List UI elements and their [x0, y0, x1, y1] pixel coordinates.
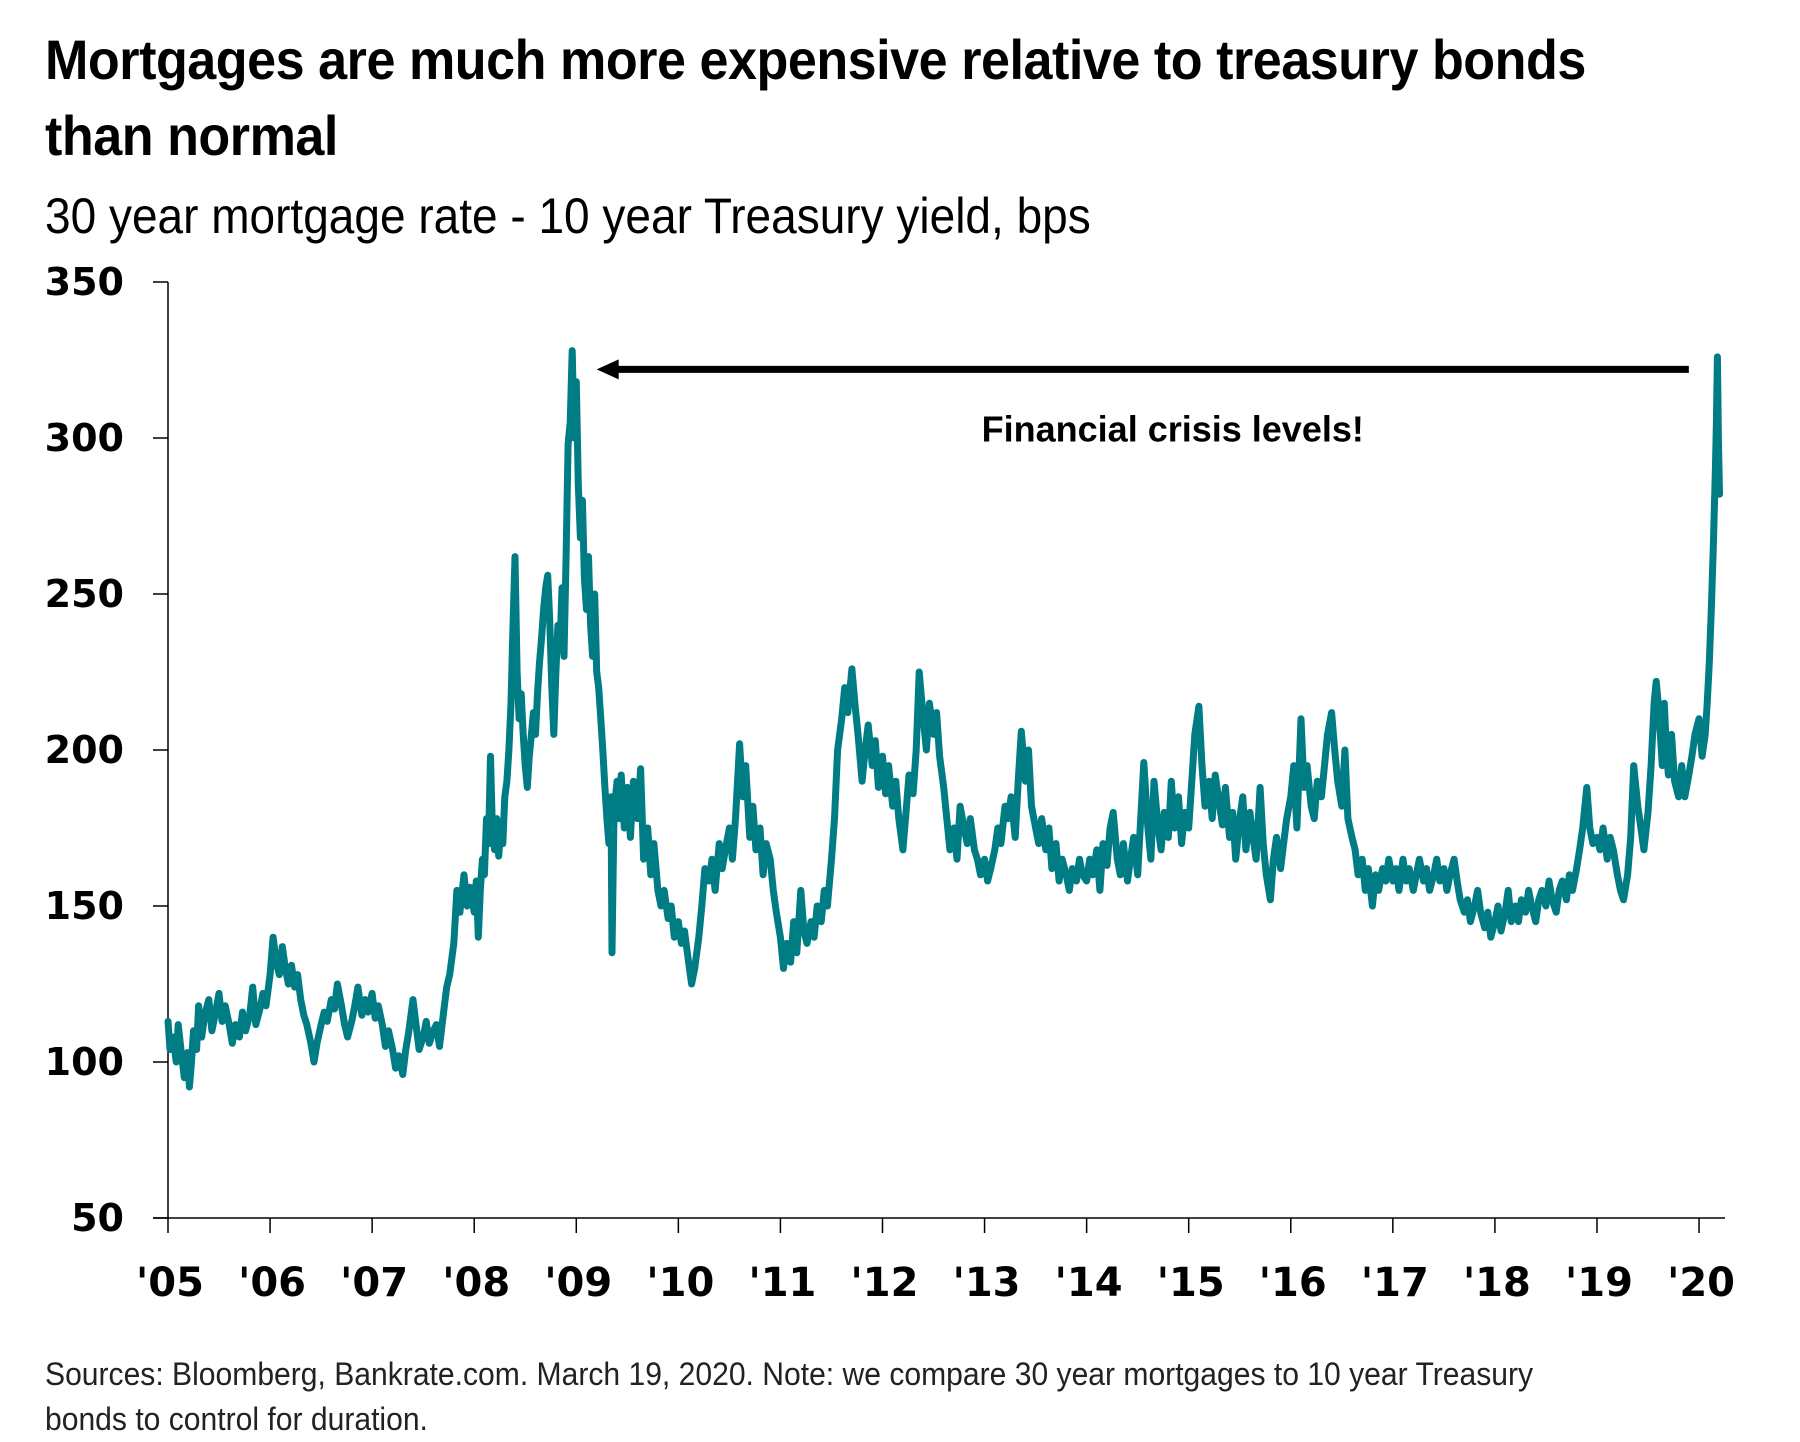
x-tick-label: '12: [851, 1260, 919, 1306]
footnote-line-1: Sources: Bloomberg, Bankrate.com. March …: [45, 1356, 1534, 1392]
arrow-head-icon: [596, 359, 619, 380]
y-tick-label: 350: [45, 260, 124, 304]
annotation-label: Financial crisis levels!: [982, 408, 1364, 449]
x-tick-label: '17: [1361, 1260, 1429, 1306]
y-axis: 50 100 150 200 250 300 350: [45, 260, 169, 1240]
x-tick-label: '09: [544, 1260, 612, 1306]
x-tick-label: '05: [136, 1260, 204, 1306]
chart-title: Mortgages are much more expensive relati…: [45, 22, 1663, 174]
y-tick-label: 50: [71, 1196, 124, 1240]
footnote-line-2: bonds to control for duration.: [45, 1401, 428, 1437]
y-tick-label: 150: [45, 884, 124, 928]
x-tick-label: '15: [1157, 1260, 1225, 1306]
x-tick-label: '06: [238, 1260, 306, 1306]
annotation-layer: Financial crisis levels!: [596, 359, 1689, 449]
y-tick-label: 200: [45, 728, 124, 772]
x-tick-label: '11: [748, 1260, 816, 1306]
x-axis: '05 '06 '07 '08 '09 '10 '11 '12 '13 '14 '15 '16 '17 '…: [136, 1217, 1735, 1306]
y-tick-label: 300: [45, 416, 124, 460]
series-line: [164, 347, 1723, 1091]
x-tick-label: '20: [1667, 1260, 1735, 1306]
x-tick-label: '10: [646, 1260, 714, 1306]
x-tick-label: '08: [442, 1260, 510, 1306]
series-layer: [164, 347, 1723, 1091]
x-tick-label: '16: [1259, 1260, 1327, 1306]
y-tick-label: 250: [45, 572, 124, 616]
chart-subtitle: 30 year mortgage rate - 10 year Treasury…: [45, 188, 1091, 244]
x-tick-label: '18: [1463, 1260, 1531, 1306]
x-tick-label: '13: [953, 1260, 1021, 1306]
footnote: Sources: Bloomberg, Bankrate.com. March …: [45, 1352, 1643, 1442]
x-tick-label: '19: [1565, 1260, 1633, 1306]
chart-title-text: Mortgages are much more expensive relati…: [45, 28, 1586, 167]
y-tick-label: 100: [45, 1040, 124, 1084]
x-tick-label: '07: [340, 1260, 408, 1306]
x-tick-label: '14: [1055, 1260, 1123, 1306]
